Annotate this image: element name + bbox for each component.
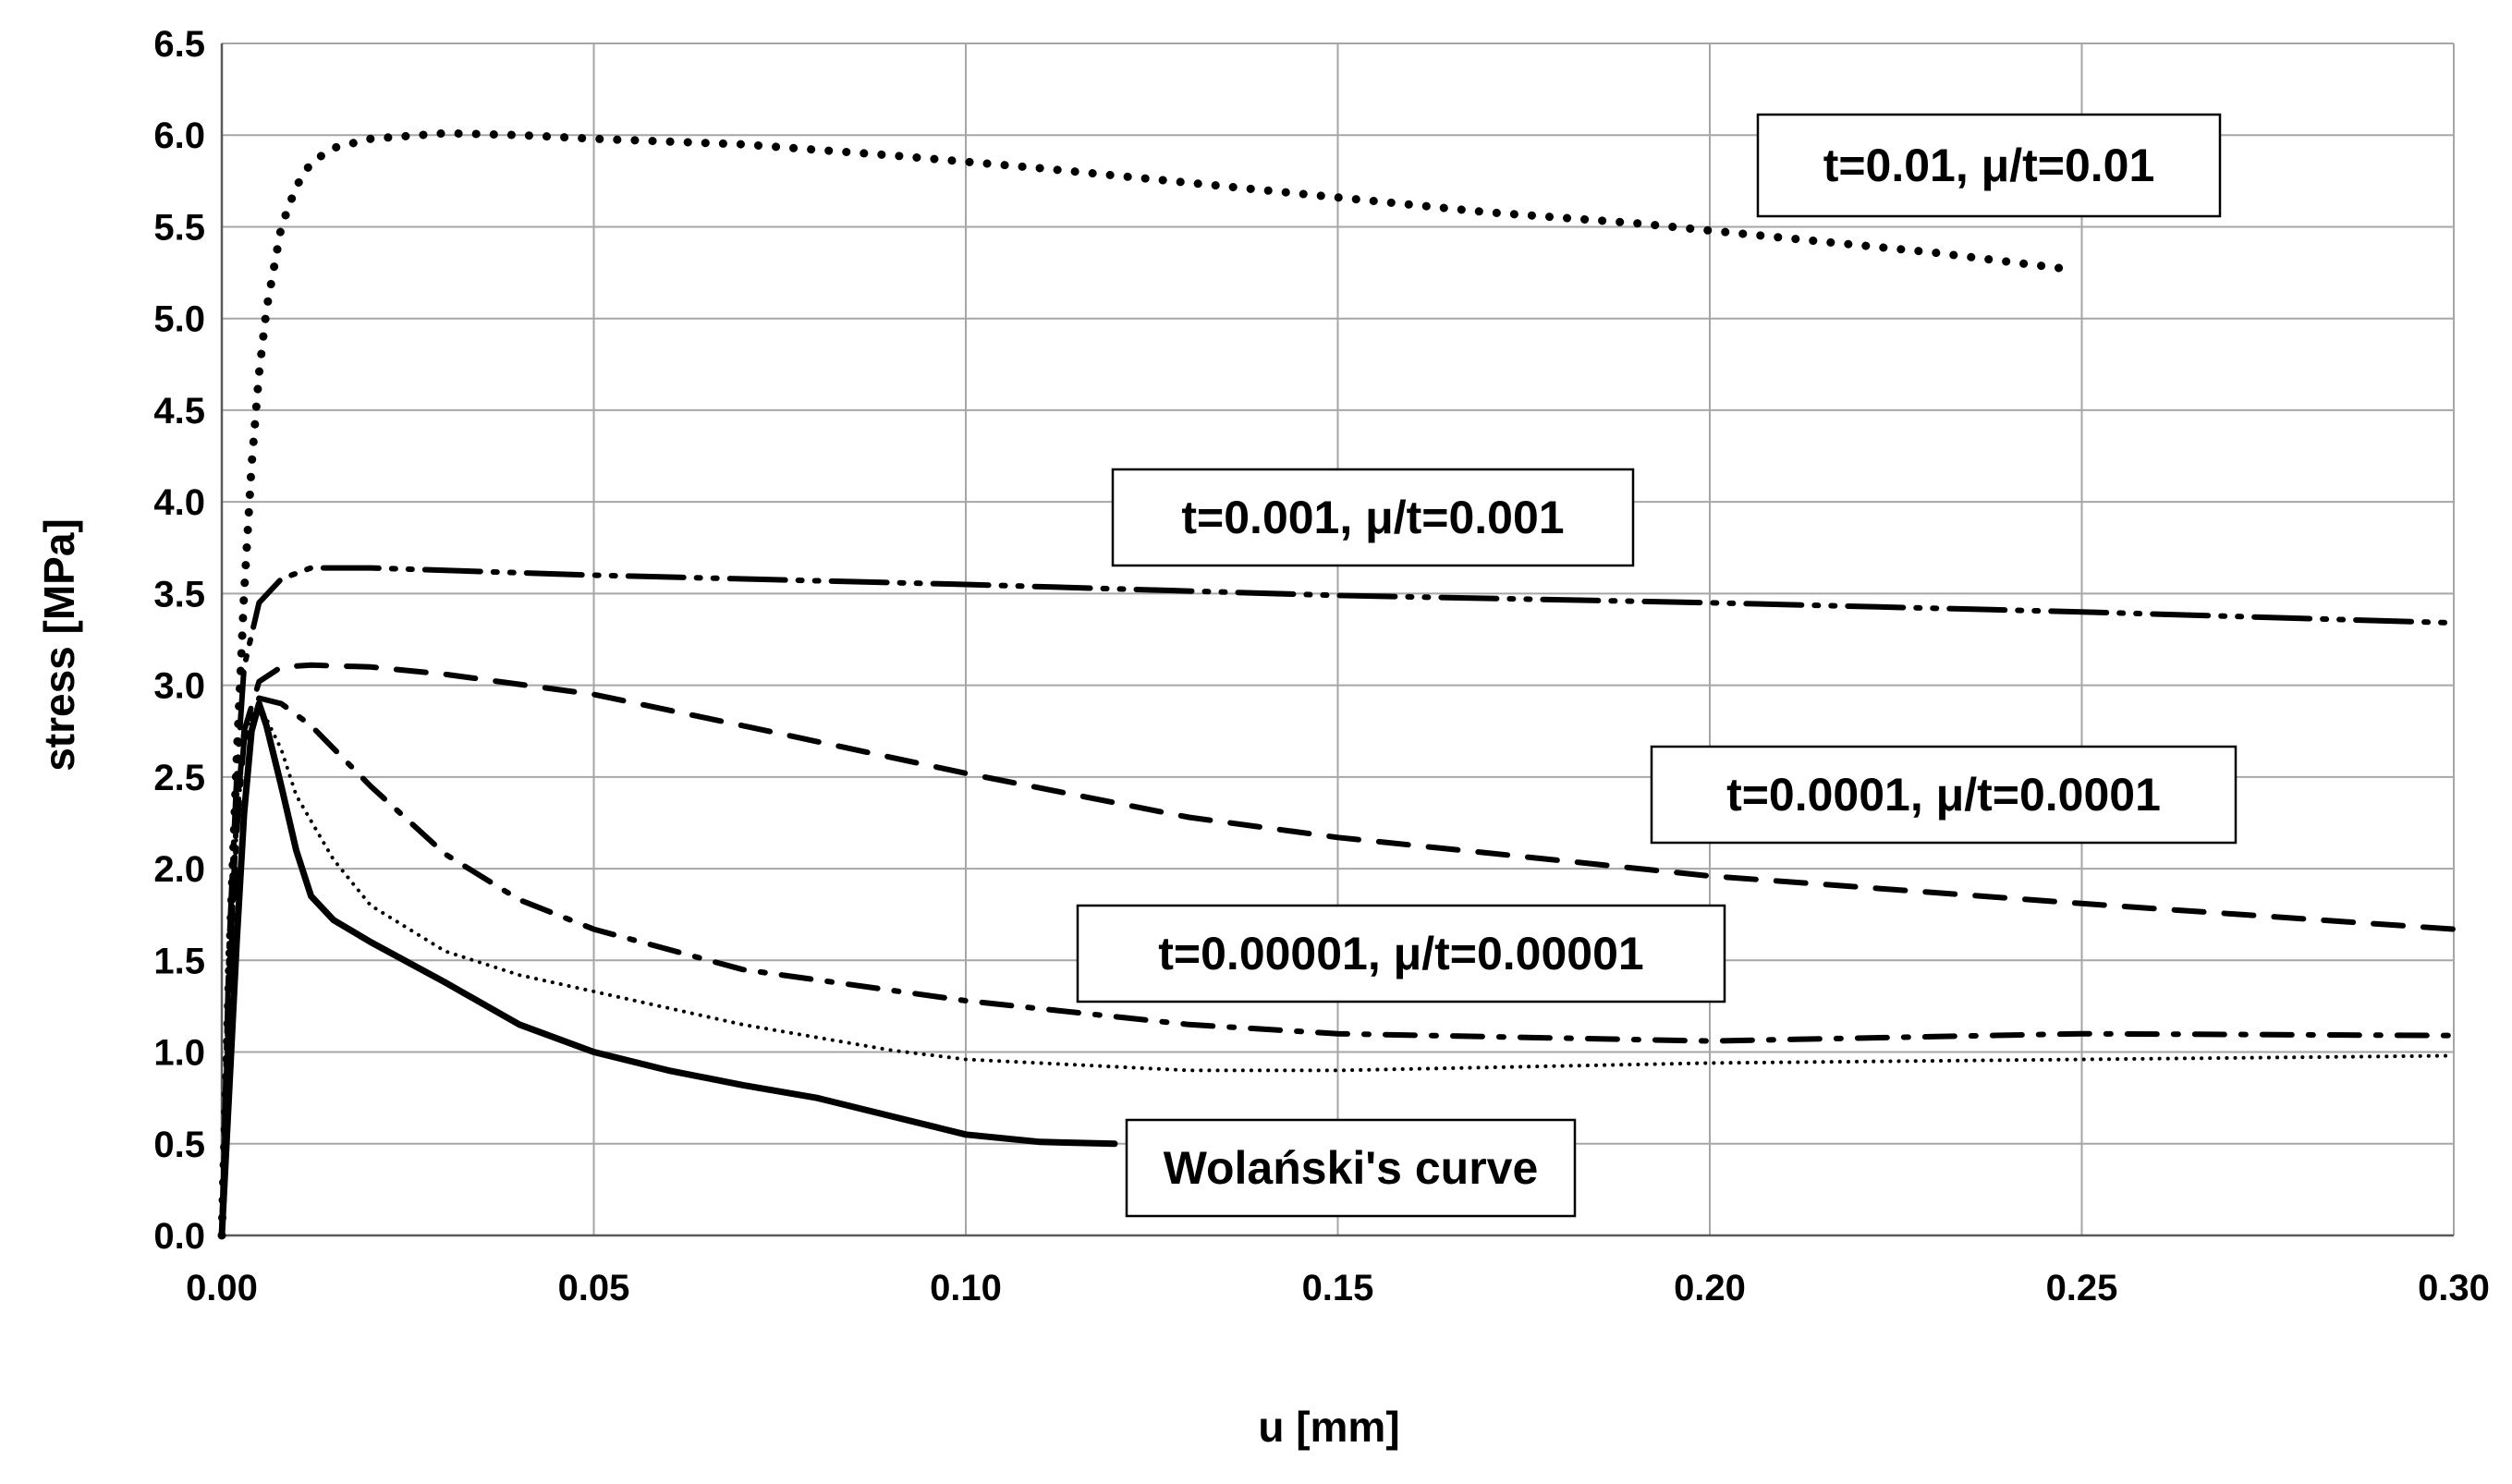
- x-tick-label: 0.10: [930, 1268, 1002, 1308]
- annotation-a4: t=0.00001, μ/t=0.00001: [1076, 904, 1726, 1004]
- x-tick-label: 0.15: [1302, 1268, 1374, 1308]
- y-tick-label: 5.5: [153, 207, 205, 248]
- series-wolinski: [218, 700, 1118, 1239]
- annotation-box: [1125, 1118, 1577, 1218]
- y-tick-label: 5.0: [153, 299, 205, 340]
- y-tick-label: 0.5: [153, 1125, 205, 1165]
- annotation-label: t=0.01, μ/t=0.01: [1823, 140, 2155, 191]
- x-tick-label: 0.25: [2046, 1268, 2118, 1308]
- annotation-a1: t=0.01, μ/t=0.01: [1756, 113, 2222, 218]
- y-tick-label: 6.0: [153, 116, 205, 156]
- annotation-label: t=0.00001, μ/t=0.00001: [1158, 928, 1643, 979]
- annotation-label: t=0.0001, μ/t=0.0001: [1726, 769, 2161, 821]
- annotation-box: [1076, 904, 1726, 1004]
- y-tick-label: 2.0: [153, 849, 205, 890]
- series-t-0.01: [217, 128, 2071, 1240]
- annotation-label: t=0.001, μ/t=0.001: [1181, 492, 1564, 543]
- x-axis-title: u [mm]: [1258, 1403, 1399, 1451]
- annotation-a5: Wolański's curve: [1125, 1118, 1577, 1218]
- y-tick-label: 4.5: [153, 391, 205, 432]
- annotation-a2: t=0.001, μ/t=0.001: [1111, 468, 1635, 567]
- axes: 0.0 0.5 1.0 1.5 2.0 2.5 3.0 3.5 4.0 4.5 5.0 5.5 6.0 6…: [153, 24, 2490, 1308]
- x-tick-label: 0.20: [1674, 1268, 1746, 1308]
- y-tick-label: 4.0: [153, 482, 205, 523]
- y-tick-label: 1.0: [153, 1033, 205, 1074]
- axis-titles: u [mm] stress [MPa]: [35, 518, 1400, 1451]
- y-tick-label: 2.5: [153, 758, 205, 798]
- y-tick-label: 0.0: [153, 1216, 205, 1257]
- x-tick-label: 0.05: [558, 1268, 630, 1308]
- y-tick-label: 3.5: [153, 574, 205, 614]
- x-tick-label: 0.00: [186, 1268, 258, 1308]
- y-tick-label: 6.5: [153, 24, 205, 65]
- y-tick-label: 1.5: [153, 941, 205, 981]
- series-group: [217, 128, 2457, 1240]
- x-tick-label: 0.30: [2418, 1268, 2490, 1308]
- annotation-a3: t=0.0001, μ/t=0.0001: [1650, 745, 2238, 845]
- annotation-box: [1756, 113, 2222, 218]
- annotation-box: [1650, 745, 2238, 845]
- series-t-0.001: [219, 565, 2457, 1238]
- annotation-box: [1111, 468, 1635, 567]
- y-tick-label: 3.0: [153, 666, 205, 707]
- y-axis-title: stress [MPa]: [35, 518, 83, 772]
- annotation-label: Wolański's curve: [1164, 1142, 1539, 1194]
- grid: [221, 43, 2455, 1236]
- annotations: t=0.01, μ/t=0.01 t=0.001, μ/t=0.001 t=0.00…: [1076, 113, 2238, 1218]
